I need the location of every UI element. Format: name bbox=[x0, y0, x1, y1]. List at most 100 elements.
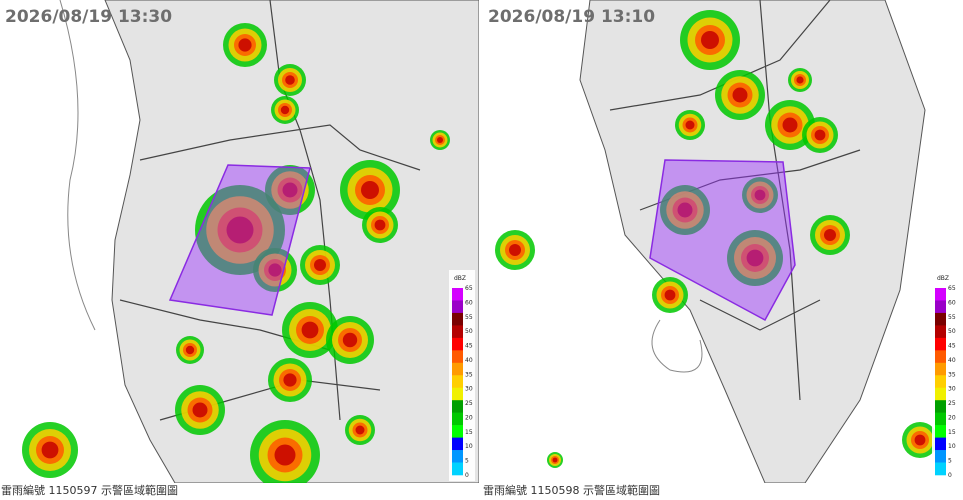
echo bbox=[301, 321, 319, 339]
echo bbox=[238, 38, 252, 52]
legend-label: 60 bbox=[948, 299, 956, 306]
legend-swatch bbox=[935, 412, 946, 426]
legend-swatch bbox=[452, 425, 463, 438]
legend-swatch bbox=[452, 350, 463, 364]
echo bbox=[283, 373, 297, 387]
legend-label: 35 bbox=[948, 371, 956, 378]
echo bbox=[664, 289, 676, 301]
legend-swatch bbox=[935, 312, 946, 326]
legend-swatch bbox=[452, 400, 463, 413]
legend-swatch bbox=[452, 288, 463, 301]
legend-swatch bbox=[935, 425, 946, 438]
legend-swatch bbox=[452, 312, 463, 326]
echo bbox=[268, 263, 282, 277]
legend-swatch bbox=[935, 375, 946, 389]
legend-swatch bbox=[935, 400, 946, 413]
divider bbox=[479, 0, 482, 500]
legend-swatch bbox=[452, 325, 463, 339]
legend-label: 40 bbox=[948, 357, 956, 364]
legend-swatch bbox=[935, 437, 946, 451]
echo bbox=[552, 457, 558, 463]
legend-label: 25 bbox=[465, 400, 473, 407]
echo bbox=[374, 219, 386, 231]
legend-swatch bbox=[935, 288, 946, 301]
echo bbox=[746, 249, 764, 267]
legend-swatch bbox=[452, 362, 463, 376]
county-border bbox=[119, 0, 421, 421]
sea-boundary bbox=[651, 319, 703, 373]
echo bbox=[509, 244, 521, 256]
legend-label: 10 bbox=[465, 443, 473, 450]
legend-label: 35 bbox=[465, 371, 473, 378]
legend-swatch bbox=[935, 350, 946, 364]
land bbox=[104, 0, 479, 483]
caption: 雷雨編號 1150598 示警區域範圍圖 bbox=[483, 483, 660, 497]
legend-label: 40 bbox=[465, 357, 473, 364]
echo bbox=[355, 425, 365, 435]
echo bbox=[914, 434, 926, 446]
echo bbox=[274, 444, 296, 466]
echo bbox=[41, 441, 59, 459]
echo bbox=[314, 259, 326, 271]
echo bbox=[285, 75, 295, 85]
warning-area bbox=[649, 159, 796, 322]
legend-label: 65 bbox=[465, 285, 473, 292]
timestamp: 2026/08/19 13:30 bbox=[5, 7, 172, 27]
echo bbox=[701, 31, 719, 49]
legend-label: 30 bbox=[465, 386, 473, 393]
legend-unit: dBZ bbox=[937, 275, 949, 282]
caption: 雷雨編號 1150597 示警區域範圍圖 bbox=[1, 483, 178, 497]
legend-swatch bbox=[452, 450, 463, 463]
legend-label: 5 bbox=[948, 458, 952, 465]
legend-unit: dBZ bbox=[454, 275, 466, 282]
legend-label: 30 bbox=[948, 386, 956, 393]
legend-label: 5 bbox=[465, 458, 469, 465]
echo bbox=[280, 105, 290, 115]
legend-label: 25 bbox=[948, 400, 956, 407]
legend-label: 65 bbox=[948, 285, 956, 292]
legend-swatch bbox=[452, 300, 463, 314]
echo bbox=[677, 202, 693, 218]
echo bbox=[185, 345, 195, 355]
legend-label: 45 bbox=[948, 343, 956, 350]
legend-swatch bbox=[935, 450, 946, 463]
legend-label: 0 bbox=[948, 472, 952, 479]
echo bbox=[754, 189, 766, 201]
echo bbox=[226, 216, 254, 244]
radar-echoes bbox=[22, 23, 450, 483]
legend-label: 45 bbox=[465, 343, 473, 350]
legend-label: 55 bbox=[465, 314, 473, 321]
timestamp: 2026/08/19 13:10 bbox=[488, 7, 655, 27]
echo bbox=[814, 129, 826, 141]
radar-echoes bbox=[495, 10, 938, 468]
radar-map-left: 2026/08/19 13:30 dBZ 65 60 55 50 45 40 35 30 25 20… bbox=[0, 0, 479, 483]
legend-label: 50 bbox=[948, 328, 956, 335]
echo bbox=[732, 87, 748, 103]
legend-label: 60 bbox=[465, 299, 473, 306]
legend-swatch bbox=[935, 300, 946, 314]
legend-swatch bbox=[452, 437, 463, 451]
warning-area bbox=[168, 164, 311, 316]
legend-label: 20 bbox=[465, 414, 473, 421]
legend-label: 15 bbox=[948, 429, 956, 436]
legend-swatch bbox=[935, 387, 946, 401]
legend-swatch bbox=[452, 412, 463, 426]
echo bbox=[796, 76, 804, 84]
legend-label: 15 bbox=[465, 429, 473, 436]
legend-swatch bbox=[935, 337, 946, 351]
legend-swatch bbox=[935, 325, 946, 339]
echo bbox=[342, 332, 358, 348]
legend-swatch bbox=[935, 362, 946, 376]
legend-swatch bbox=[452, 462, 463, 476]
legend-label: 50 bbox=[465, 328, 473, 335]
legend-swatch bbox=[935, 462, 946, 476]
legend-swatch bbox=[452, 337, 463, 351]
echo bbox=[282, 182, 298, 198]
legend-label: 55 bbox=[948, 314, 956, 321]
echo bbox=[361, 181, 379, 199]
legend-swatch bbox=[452, 387, 463, 401]
legend-label: 10 bbox=[948, 443, 956, 450]
